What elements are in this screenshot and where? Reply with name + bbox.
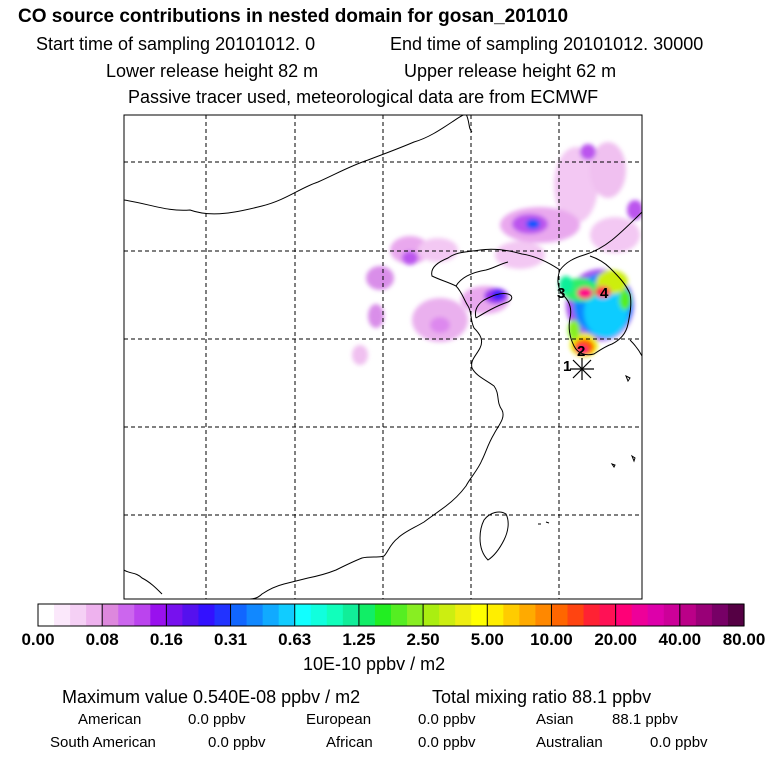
colorbar-tick-label: 10.00	[530, 630, 573, 649]
upper-release-height: Upper release height 62 m	[404, 61, 617, 81]
colorbar-swatch	[423, 604, 440, 626]
colorbar-swatch	[439, 604, 456, 626]
end-time: End time of sampling 20101012. 30000	[390, 34, 704, 54]
colorbar-swatch	[391, 604, 408, 626]
colorbar-swatch	[663, 604, 681, 626]
colorbar-tick-label: 80.00	[722, 630, 766, 649]
region-european-label: European	[306, 711, 372, 728]
colorbar-swatch	[487, 604, 504, 626]
site-marker-2: 2	[577, 343, 585, 360]
region-south-american-label: South American	[50, 734, 156, 751]
region-australian-label: Australian	[536, 734, 603, 751]
colorbar-tick-label: 0.16	[149, 630, 183, 649]
site-marker-4: 4	[600, 285, 609, 302]
region-american-value: 0.0 ppbv	[188, 711, 246, 728]
colorbar-swatch	[54, 604, 71, 626]
colorbar-swatch	[166, 604, 184, 626]
colorbar-swatch	[599, 604, 617, 626]
site-markers: 1 2 3 4	[557, 285, 609, 375]
region-asian-label: Asian	[536, 711, 574, 728]
colorbar-frame	[37, 603, 745, 627]
colorbar-swatch	[150, 604, 167, 626]
colorbar-swatch	[86, 604, 103, 626]
colorbar-swatch	[631, 604, 649, 626]
colorbar-swatch	[519, 604, 537, 626]
colorbar-tick-label: 0.63	[278, 630, 312, 649]
colorbar-swatch	[583, 604, 601, 626]
colorbar	[38, 604, 745, 626]
tracer-note: Passive tracer used, meteorological data…	[128, 87, 599, 107]
region-european-value: 0.0 ppbv	[418, 711, 476, 728]
region-south-american-value: 0.0 ppbv	[208, 734, 266, 751]
colorbar-swatch	[711, 604, 729, 626]
colorbar-tick-label: 40.00	[658, 630, 702, 649]
site-marker-3: 3	[557, 285, 565, 302]
colorbar-swatch	[326, 604, 344, 626]
lower-release-height: Lower release height 82 m	[106, 61, 319, 81]
site-marker-1: 1	[563, 358, 571, 375]
region-african-value: 0.0 ppbv	[418, 734, 476, 751]
colorbar-swatch	[198, 604, 216, 626]
colorbar-swatch	[551, 604, 569, 626]
colorbar-tick-label: 0.31	[213, 630, 248, 649]
plot-title: CO source contributions in nested domain…	[18, 6, 569, 27]
colorbar-tick-label: 1.25	[342, 630, 376, 649]
colorbar-swatch	[647, 604, 665, 626]
colorbar-tick-label: 0.08	[85, 630, 119, 649]
concentration-field	[352, 142, 642, 365]
colorbar-tick-label: 5.00	[470, 630, 504, 649]
colorbar-swatch	[727, 604, 745, 626]
colorbar-swatch	[679, 604, 697, 626]
colorbar-swatch	[294, 604, 312, 626]
colorbar-swatch	[246, 604, 264, 626]
colorbar-swatch	[503, 604, 520, 626]
colorbar-swatch	[374, 604, 392, 626]
colorbar-tick-label: 0.00	[21, 630, 55, 649]
grid-lines	[124, 115, 642, 599]
colorbar-swatch	[134, 604, 151, 626]
region-asian-value: 88.1 ppbv	[612, 711, 678, 728]
colorbar-swatch	[118, 604, 135, 626]
colorbar-swatch	[567, 604, 585, 626]
colorbar-swatch	[695, 604, 713, 626]
start-time: Start time of sampling 20101012. 0	[36, 34, 316, 54]
colorbar-swatch	[214, 604, 232, 626]
colorbar-tick-lines	[37, 604, 745, 626]
colorbar-units: 10E-10 ppbv / m2	[303, 654, 446, 674]
colorbar-tick-label: 2.50	[406, 630, 440, 649]
colorbar-swatch	[310, 604, 328, 626]
colorbar-swatch	[471, 604, 488, 626]
colorbar-swatch	[182, 604, 200, 626]
total-mixing-ratio: Total mixing ratio 88.1 ppbv	[432, 687, 652, 707]
colorbar-swatch	[358, 604, 376, 626]
colorbar-swatch	[70, 604, 87, 626]
colorbar-swatch	[278, 604, 296, 626]
colorbar-swatch	[38, 604, 55, 626]
colorbar-swatch	[102, 604, 119, 626]
colorbar-swatch	[455, 604, 472, 626]
colorbar-swatch	[342, 604, 360, 626]
colorbar-swatch	[615, 604, 633, 626]
colorbar-tick-label: 20.00	[594, 630, 637, 649]
colorbar-swatch	[262, 604, 280, 626]
plot-frame	[123, 114, 643, 600]
region-australian-value: 0.0 ppbv	[650, 734, 708, 751]
colorbar-swatch	[535, 604, 553, 626]
region-american-label: American	[78, 711, 142, 728]
colorbar-swatch	[230, 604, 248, 626]
colorbar-swatch	[407, 604, 424, 626]
receptor-star-icon	[570, 358, 594, 380]
region-african-label: African	[326, 734, 373, 751]
maximum-value: Maximum value 0.540E-08 ppbv / m2	[62, 687, 361, 707]
